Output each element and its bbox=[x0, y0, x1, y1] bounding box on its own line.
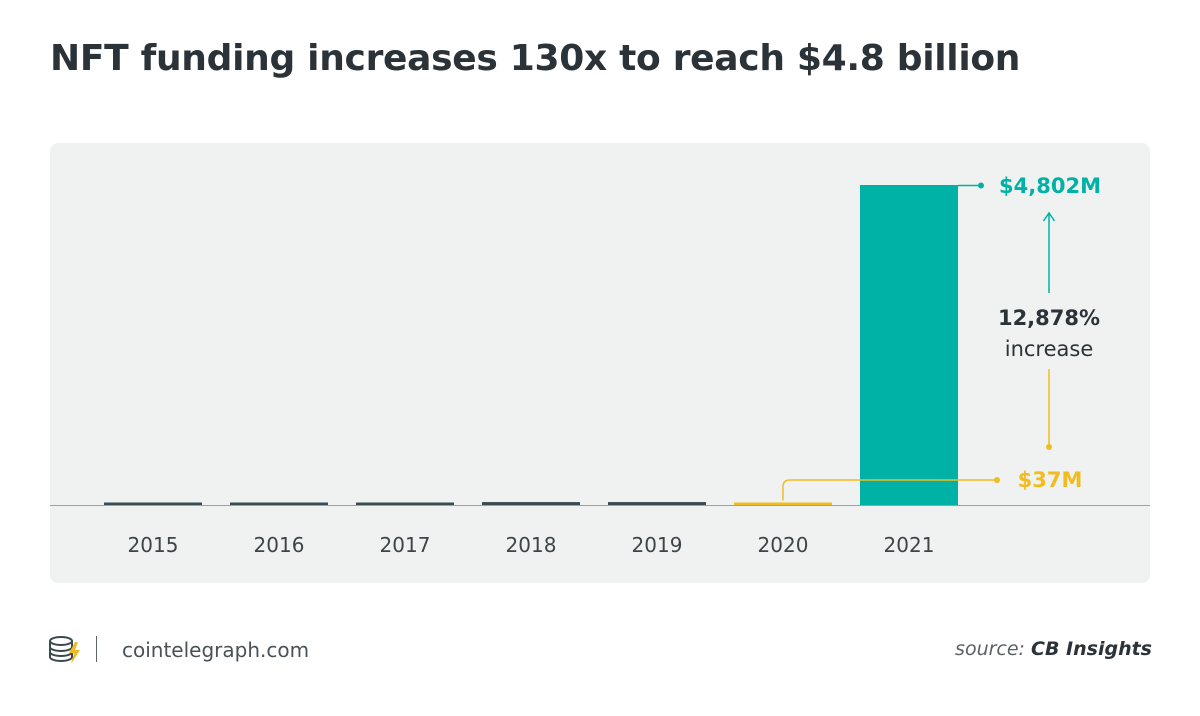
bar-2015 bbox=[104, 502, 202, 505]
x-tick-label-2021: 2021 bbox=[884, 533, 935, 557]
chart-title: NFT funding increases 130x to reach $4.8… bbox=[50, 38, 1021, 79]
x-tick-label-2016: 2016 bbox=[254, 533, 305, 557]
base-value-label: $37M bbox=[1018, 468, 1083, 492]
bar-chart: 2015 2016 2017 2018 2019 2020 2021 $4,802M 12,87… bbox=[50, 174, 1150, 557]
base-value-dot bbox=[994, 477, 1000, 483]
source-credit: source: CB Insights bbox=[955, 638, 1152, 660]
source-prefix: source: bbox=[955, 638, 1025, 660]
bar-2021 bbox=[860, 185, 958, 505]
x-tick-label-2019: 2019 bbox=[632, 533, 683, 557]
top-value-label: $4,802M bbox=[999, 174, 1101, 198]
chart-panel: 2015 2016 2017 2018 2019 2020 2021 $4,802M 12,87… bbox=[50, 143, 1150, 583]
x-tick-label-2015: 2015 bbox=[128, 533, 179, 557]
base-connector-dot bbox=[1046, 444, 1052, 450]
site-name: cointelegraph.com bbox=[122, 638, 310, 662]
base-value-leader bbox=[782, 479, 997, 501]
cointelegraph-logo-icon bbox=[49, 636, 80, 664]
bar-2020 bbox=[734, 502, 832, 505]
footer: cointelegraph.com source: CB Insights bbox=[48, 630, 1152, 670]
change-word-label: increase bbox=[1005, 337, 1094, 361]
x-tick-label-2017: 2017 bbox=[380, 533, 431, 557]
x-tick-label-2018: 2018 bbox=[506, 533, 557, 557]
bar-2019 bbox=[608, 502, 706, 505]
x-tick-label-2020: 2020 bbox=[758, 533, 809, 557]
change-percent-label: 12,878% bbox=[998, 306, 1100, 330]
increase-arrow-head bbox=[1042, 211, 1056, 222]
source-name: CB Insights bbox=[1031, 638, 1152, 660]
bar-2018 bbox=[482, 502, 580, 505]
top-value-dot bbox=[978, 182, 984, 189]
bar-2017 bbox=[356, 502, 454, 505]
footer-divider bbox=[96, 636, 97, 662]
bar-2016 bbox=[230, 502, 328, 505]
